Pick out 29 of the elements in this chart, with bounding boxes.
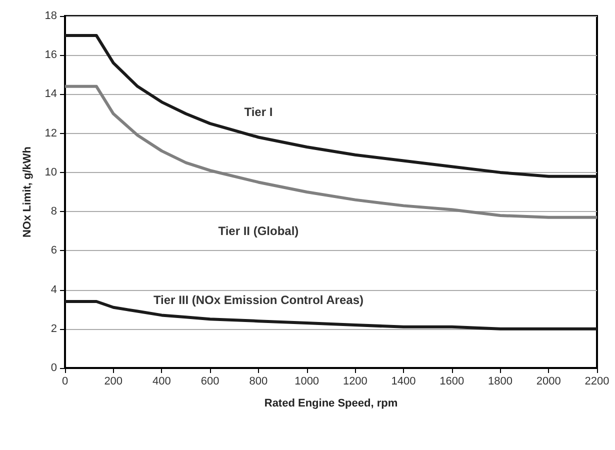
x-axis-title: Rated Engine Speed, rpm: [264, 398, 398, 410]
x-tick-label: 400: [152, 376, 171, 388]
y-tick-label: 4: [50, 284, 57, 296]
x-tick-label: 2200: [584, 376, 610, 388]
x-tick-label: 1600: [440, 376, 464, 388]
x-tick-label: 1400: [391, 376, 416, 388]
y-tick-label: 8: [50, 206, 57, 218]
y-tick-label: 14: [44, 88, 57, 100]
x-tick-label: 2000: [536, 376, 561, 388]
x-tick-label: 1200: [342, 376, 368, 388]
line-series: [64, 34, 598, 178]
y-tick-label: 10: [44, 166, 57, 178]
y-axis-title: NOx Limit, g/kWh: [22, 146, 34, 238]
y-tick-label: 2: [50, 322, 57, 335]
line-series: [64, 84, 598, 219]
y-tick-label: 6: [50, 244, 57, 257]
y-tick-label: 0: [50, 362, 57, 374]
text: Tier II (Global): [218, 224, 299, 238]
series-label: Tier I: [244, 105, 273, 120]
x-tick-label: 200: [104, 376, 123, 388]
y-tick-label: 12: [44, 127, 57, 140]
x-tick-label: 600: [200, 376, 220, 388]
y-tick-label: 18: [44, 10, 57, 22]
x-tick-label: 1800: [488, 376, 513, 388]
x-tick-label: 1000: [294, 376, 320, 388]
series-label: Tier III (NOx Emission Control Areas): [153, 293, 364, 308]
y-tick-label: 16: [44, 49, 57, 62]
x-tick-label: 0: [62, 376, 68, 388]
x-tick-label: 800: [249, 376, 268, 388]
